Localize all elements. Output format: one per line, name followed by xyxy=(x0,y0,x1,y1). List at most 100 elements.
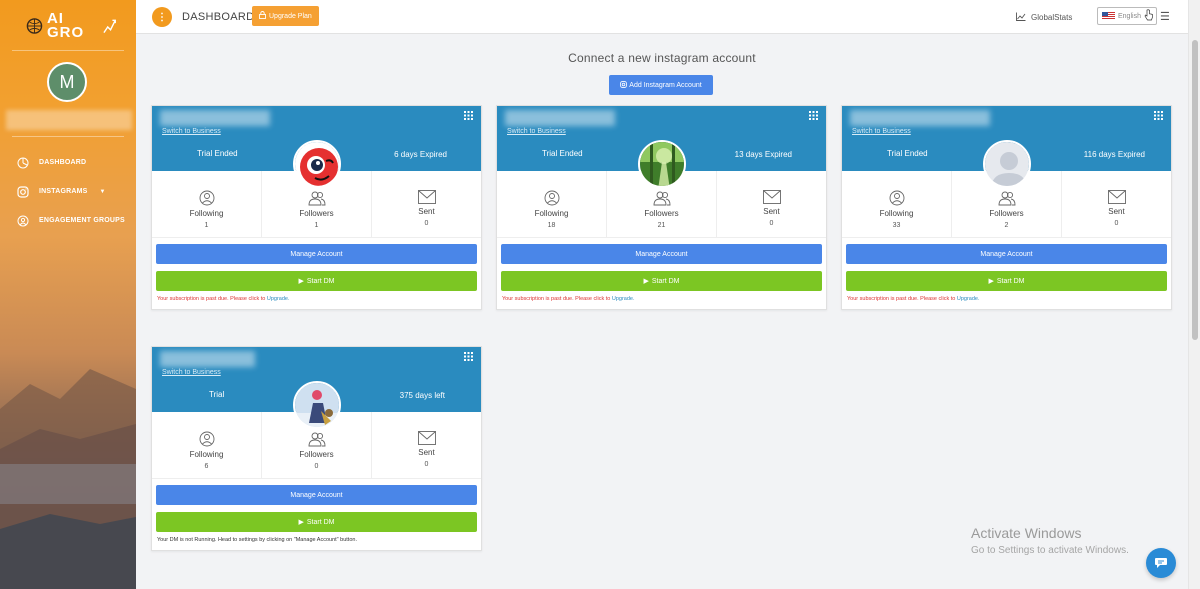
stat-sent: Sent 0 xyxy=(371,412,481,478)
trial-status: Trial Ended xyxy=(542,149,583,158)
username-blurred xyxy=(160,110,270,126)
page-scrollbar[interactable] xyxy=(1188,0,1200,589)
switch-to-business-link[interactable]: Switch to Business xyxy=(162,128,221,135)
play-icon: ▶ xyxy=(298,278,304,285)
switch-to-business-link[interactable]: Switch to Business xyxy=(507,128,566,135)
account-card: Switch to Business Trial Ended 6 days Ex… xyxy=(151,105,482,310)
play-icon: ▶ xyxy=(643,278,649,285)
days-status: 13 days Expired xyxy=(734,150,792,159)
manage-account-button[interactable]: Manage Account xyxy=(156,485,477,505)
sidebar-background-image xyxy=(0,369,136,589)
days-status: 116 days Expired xyxy=(1083,150,1145,159)
chat-support-button[interactable] xyxy=(1146,548,1176,578)
card-header: Switch to Business Trial Ended 13 days E… xyxy=(497,106,826,188)
page-title: DASHBOARD xyxy=(182,11,255,23)
username-blurred xyxy=(6,110,132,130)
username-blurred xyxy=(850,110,990,126)
chevron-down-icon[interactable]: ▼ xyxy=(99,188,106,195)
stat-value: 1 xyxy=(204,222,209,229)
account-stats: Following 1 Followers 1 Sent 0 xyxy=(152,171,481,238)
start-dm-label: Start DM xyxy=(306,277,335,285)
stat-value: 0 xyxy=(424,461,429,468)
stat-label: Followers xyxy=(299,209,334,218)
account-stats: Following 33 Followers 2 Sent 0 xyxy=(842,171,1171,238)
stat-sent: Sent 0 xyxy=(716,171,826,237)
stat-following: Following 18 xyxy=(497,171,606,237)
switch-to-business-link[interactable]: Switch to Business xyxy=(852,128,911,135)
stat-label: Sent xyxy=(1108,207,1125,216)
trial-status: Trial Ended xyxy=(197,149,238,158)
account-profile-picture xyxy=(983,140,1031,188)
account-profile-picture xyxy=(638,140,686,188)
lock-icon xyxy=(259,11,266,21)
stat-value: 6 xyxy=(204,463,209,470)
sidebar: AI GRO M DASHBOARD INSTAGRAMS ▼ ENGAGEME xyxy=(0,0,136,589)
manage-account-button[interactable]: Manage Account xyxy=(501,244,822,264)
sidebar-item-instagrams[interactable]: INSTAGRAMS ▼ xyxy=(0,177,136,206)
sidebar-divider xyxy=(12,136,124,137)
stat-label: Sent xyxy=(418,207,435,216)
people-icon xyxy=(998,191,1015,206)
language-label: English xyxy=(1118,12,1141,20)
stat-label: Sent xyxy=(763,207,780,216)
manage-account-button[interactable]: Manage Account xyxy=(846,244,1167,264)
stat-following: Following 1 xyxy=(152,171,261,237)
people-icon xyxy=(308,432,325,447)
user-avatar[interactable]: M xyxy=(47,62,87,102)
top-header: ⋮ DASHBOARD Upgrade Plan GlobalStats Eng… xyxy=(136,0,1188,34)
grid-menu-icon[interactable] xyxy=(809,111,818,120)
add-instagram-account-button[interactable]: Add Instagram Account xyxy=(609,75,713,95)
dashboard-icon xyxy=(16,156,30,170)
sidebar-divider xyxy=(12,50,124,51)
menu-toggle-icon[interactable]: ⋮ xyxy=(152,7,172,27)
note-text: Your subscription is past due. Please cl… xyxy=(847,296,956,302)
username-blurred xyxy=(505,110,615,126)
start-dm-button[interactable]: ▶ Start DM xyxy=(156,271,477,291)
app-logo[interactable]: AI GRO xyxy=(26,10,116,42)
language-selector[interactable]: English xyxy=(1097,7,1157,25)
account-stats: Following 18 Followers 21 Sent 0 xyxy=(497,171,826,238)
sidebar-item-engagement-groups[interactable]: ENGAGEMENT GROUPS xyxy=(0,206,136,235)
upgrade-link[interactable]: Upgrade. xyxy=(611,296,635,302)
upgrade-plan-button[interactable]: Upgrade Plan xyxy=(252,6,319,26)
stat-value: 0 xyxy=(769,220,774,227)
upgrade-link[interactable]: Upgrade. xyxy=(956,296,980,302)
account-profile-picture xyxy=(293,140,341,188)
person-icon xyxy=(199,190,214,206)
grid-menu-icon[interactable] xyxy=(464,111,473,120)
start-dm-button[interactable]: ▶ Start DM xyxy=(846,271,1167,291)
logo-text: AI GRO xyxy=(46,10,85,41)
stat-sent: Sent 0 xyxy=(1061,171,1171,237)
hand-cursor-icon xyxy=(1144,9,1153,23)
switch-to-business-link[interactable]: Switch to Business xyxy=(162,369,221,376)
stat-value: 18 xyxy=(547,222,556,229)
start-dm-label: Start DM xyxy=(996,277,1025,285)
stat-label: Followers xyxy=(989,209,1024,218)
start-dm-button[interactable]: ▶ Start DM xyxy=(156,512,477,532)
stat-following: Following 6 xyxy=(152,412,261,478)
upgrade-plan-label: Upgrade Plan xyxy=(269,12,312,20)
sidebar-item-label: DASHBOARD xyxy=(39,159,87,166)
globalstats-link[interactable]: GlobalStats xyxy=(1016,12,1072,23)
stat-label: Following xyxy=(534,209,569,218)
stat-followers: Followers 1 xyxy=(261,171,371,237)
stat-label: Followers xyxy=(644,209,679,218)
sidebar-item-dashboard[interactable]: DASHBOARD xyxy=(0,148,136,177)
stat-followers: Followers 0 xyxy=(261,412,371,478)
note-text: Your subscription is past due. Please cl… xyxy=(157,296,266,302)
instagram-icon xyxy=(620,80,628,90)
stat-following: Following 33 xyxy=(842,171,951,237)
account-card: Switch to Business Trial Ended 116 days … xyxy=(841,105,1172,310)
manage-account-button[interactable]: Manage Account xyxy=(156,244,477,264)
grid-menu-icon[interactable] xyxy=(1154,111,1163,120)
start-dm-button[interactable]: ▶ Start DM xyxy=(501,271,822,291)
list-menu-icon[interactable]: ☰ xyxy=(1160,11,1170,23)
trial-status: Trial xyxy=(209,390,225,399)
upgrade-link[interactable]: Upgrade. xyxy=(266,296,290,302)
grid-menu-icon[interactable] xyxy=(464,352,473,361)
stat-followers: Followers 2 xyxy=(951,171,1061,237)
stat-label: Following xyxy=(189,450,224,459)
card-header: Switch to Business Trial 375 days left xyxy=(152,347,481,429)
trial-status: Trial Ended xyxy=(887,149,928,158)
scrollbar-thumb[interactable] xyxy=(1192,40,1198,340)
